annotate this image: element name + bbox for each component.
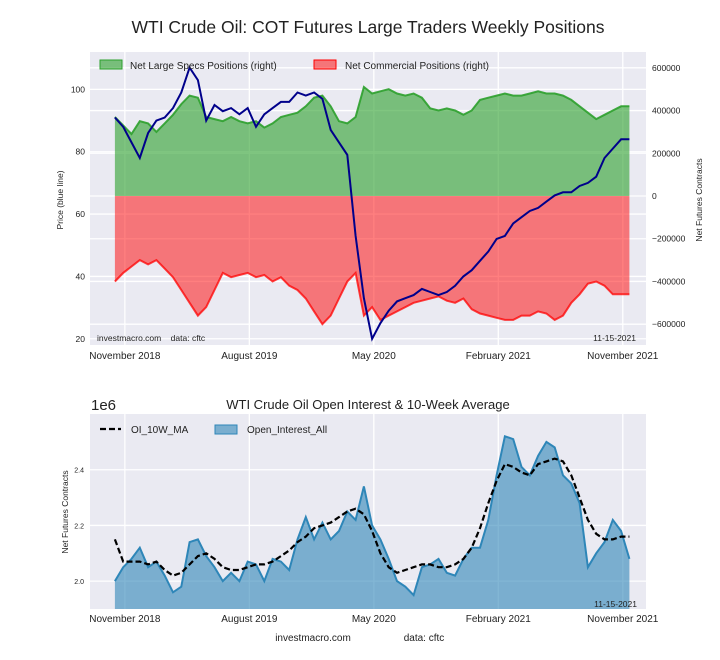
areas xyxy=(114,87,630,325)
date-annotation: 11-15-2021 xyxy=(594,599,637,609)
specs-area xyxy=(114,87,630,196)
y-left-tick-label: 60 xyxy=(76,209,86,219)
y-right-tick-label: 0 xyxy=(652,191,657,201)
open-interest-chart: WTI Crude Oil Open Interest & 10-Week Av… xyxy=(60,397,659,644)
footer-source: investmacro.com xyxy=(275,633,351,644)
y-right-tick-label: −400000 xyxy=(652,276,686,286)
legend-swatch-specs xyxy=(99,59,123,70)
y-tick-label: 2.2 xyxy=(74,523,84,530)
legend-label-oi: Open_Interest_All xyxy=(247,425,327,436)
y-left-tick-label: 100 xyxy=(71,84,85,94)
y-axis-right: 600000 400000 200000 0 −200000 −400000 −600000 xyxy=(652,63,686,329)
x-tick-label: November 2021 xyxy=(587,351,659,362)
y-right-tick-label: −600000 xyxy=(652,319,686,329)
source-annotation: investmacro.com data: cftc xyxy=(97,333,206,343)
lines xyxy=(113,434,631,598)
y-axis-left-label: Price (blue line) xyxy=(55,170,65,229)
x-tick-label: February 2021 xyxy=(466,351,531,362)
chart-title: WTI Crude Oil Open Interest & 10-Week Av… xyxy=(226,397,509,412)
y-right-tick-label: 600000 xyxy=(652,63,681,73)
y-right-tick-label: 200000 xyxy=(652,148,681,158)
x-tick-label: November 2018 xyxy=(89,351,161,362)
areas xyxy=(114,436,630,609)
y-axis-left: 20 40 60 80 100 xyxy=(71,84,85,343)
y-tick-label: 2.4 xyxy=(74,468,84,475)
y-left-tick-label: 80 xyxy=(76,147,86,157)
legend: Net Large Specs Positions (right) Net Co… xyxy=(99,59,489,72)
x-axis: November 2018 August 2019 May 2020 February… xyxy=(89,614,659,625)
x-tick-label: May 2020 xyxy=(352,614,396,625)
open-interest-area xyxy=(114,436,630,609)
legend-label-commercial: Net Commercial Positions (right) xyxy=(345,61,489,72)
x-tick-label: May 2020 xyxy=(352,351,396,362)
legend-swatch-oi xyxy=(214,424,238,435)
x-tick-label: November 2021 xyxy=(587,614,659,625)
positions-chart: 20 40 60 80 100 600000 400000 200000 0 −200000 −4… xyxy=(55,52,704,362)
y-tick-label: 2.0 xyxy=(74,579,84,586)
figure-title: WTI Crude Oil: COT Futures Large Traders… xyxy=(132,17,605,37)
y-right-tick-label: −200000 xyxy=(652,234,686,244)
legend: OI_10W_MA Open_Interest_All xyxy=(100,424,327,436)
date-annotation: 11-15-2021 xyxy=(593,333,636,343)
x-tick-label: August 2019 xyxy=(221,614,278,625)
y-axis: 2.0 2.2 2.4 xyxy=(74,468,84,586)
y-left-tick-label: 20 xyxy=(76,334,86,344)
footer-data: data: cftc xyxy=(404,633,445,644)
y-right-tick-label: 400000 xyxy=(652,106,681,116)
x-tick-label: November 2018 xyxy=(89,614,161,625)
legend-label-ma: OI_10W_MA xyxy=(131,425,189,436)
legend-swatch-commercial xyxy=(313,59,337,70)
y-axis-right-label: Net Futures Contracts xyxy=(694,158,704,241)
commercial-area xyxy=(114,196,630,325)
x-tick-label: August 2019 xyxy=(221,351,278,362)
y-left-tick-label: 40 xyxy=(76,271,86,281)
x-tick-label: February 2021 xyxy=(466,614,531,625)
y-axis-label: Net Futures Contracts xyxy=(60,470,70,553)
ma-line xyxy=(113,457,630,577)
lines xyxy=(114,65,630,342)
x-axis: November 2018 August 2019 May 2020 February… xyxy=(89,351,659,362)
legend-label-specs: Net Large Specs Positions (right) xyxy=(130,61,277,72)
y-scale-label: 1e6 xyxy=(91,397,116,414)
